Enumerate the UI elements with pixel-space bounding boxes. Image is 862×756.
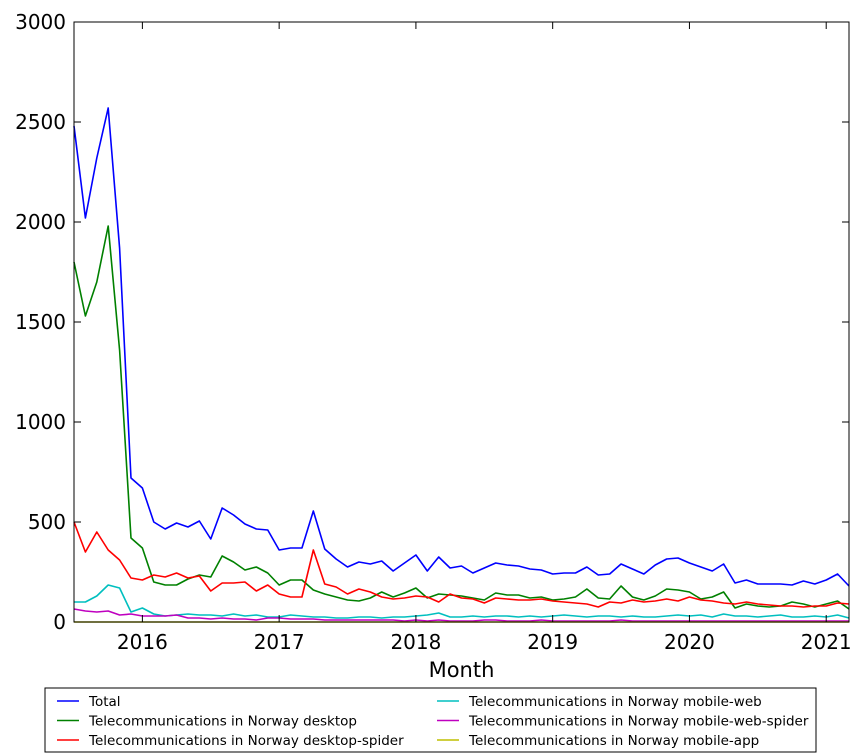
x-tick-label: 2019 (527, 630, 578, 654)
legend-box (44, 687, 817, 753)
series-line-3 (74, 584, 850, 619)
y-axis: 0 500 1000 1500 2000 2500 3000 (15, 10, 849, 634)
legend-label-0: Total (88, 694, 121, 710)
x-axis-label: Month (429, 658, 495, 682)
legend-label-1: Telecommunications in Norway desktop (88, 714, 357, 730)
plot-frame (73, 21, 850, 623)
series-line-2 (73, 521, 850, 608)
series-line-4 (73, 608, 849, 622)
legend-label-4: Telecommunications in Norway mobile-web-… (468, 714, 809, 730)
y-tick-label: 1000 (15, 410, 66, 434)
legend: Total Telecommunications in Norway deskto… (44, 687, 817, 753)
series-line-0 (73, 107, 850, 587)
x-tick-label: 2018 (390, 630, 441, 654)
y-tick-label: 1500 (15, 310, 66, 334)
series-line-1 (73, 225, 850, 610)
legend-label-3: Telecommunications in Norway mobile-web (468, 694, 762, 710)
legend-label-2: Telecommunications in Norway desktop-spi… (88, 733, 404, 749)
legend-label-5: Telecommunications in Norway mobile-app (468, 733, 759, 749)
x-tick-label: 2017 (254, 630, 305, 654)
y-tick-label: 500 (28, 510, 66, 534)
x-tick-label: 2020 (664, 630, 715, 654)
x-axis: 2016 2017 2018 2019 2020 2021 (117, 22, 852, 654)
y-tick-label: 2000 (15, 210, 66, 234)
x-tick-label: 2021 (801, 630, 852, 654)
y-tick-label: 2500 (15, 110, 66, 134)
x-tick-label: 2016 (117, 630, 168, 654)
y-tick-label: 3000 (15, 10, 66, 34)
y-tick-label: 0 (53, 610, 66, 634)
series-layer (73, 107, 850, 623)
